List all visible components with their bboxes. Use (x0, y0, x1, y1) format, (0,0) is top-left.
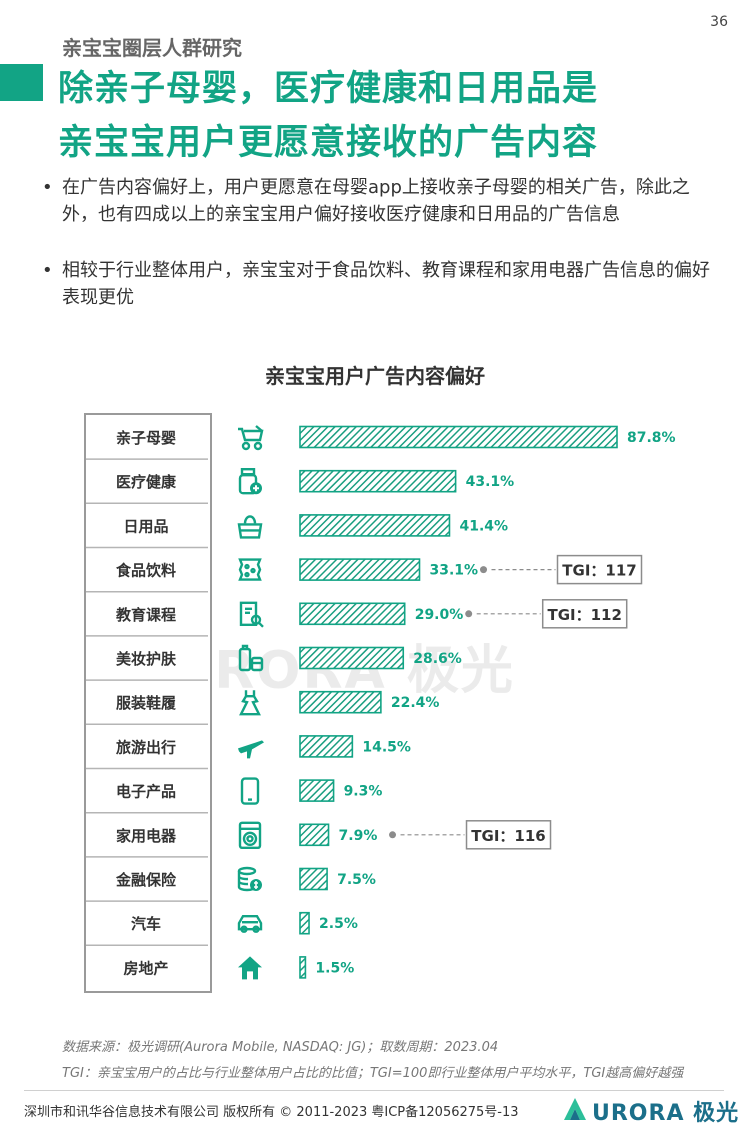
book-icon (239, 601, 264, 628)
category-label: 电子产品 (116, 783, 176, 801)
aurora-logo-mark-icon (564, 1098, 586, 1120)
category-label: 食品饮料 (116, 562, 176, 580)
cosmetics-icon (238, 644, 264, 672)
category-label: 房地产 (123, 959, 168, 977)
tgi-dot (389, 831, 397, 839)
phone-icon (240, 777, 260, 805)
bar-chart: 亲子母婴 87.8% 医疗健康 43.1% 日用品 41.4% 食品饮料 33.1% TGI：1… (86, 425, 676, 980)
category-label: 教育课程 (115, 606, 176, 624)
page-title-line-2: 亲宝宝用户更愿意接收的广告内容 (58, 123, 599, 163)
page-number: 36 (710, 14, 728, 30)
bag-icon (237, 515, 263, 539)
value-label: 43.1% (466, 474, 515, 490)
value-label: 9.3% (344, 784, 383, 800)
bar (299, 735, 354, 758)
chart-title: 亲宝宝用户广告内容偏好 (265, 364, 485, 388)
bar (299, 867, 328, 891)
stroller-icon (238, 425, 264, 451)
tgi-dot (480, 566, 488, 574)
value-label: 41.4% (459, 518, 508, 534)
bar (299, 956, 307, 979)
category-label: 美妆护肤 (116, 650, 177, 668)
value-label: 28.6% (413, 651, 462, 667)
value-label: 14.5% (362, 739, 411, 755)
category-label: 亲子母婴 (116, 429, 176, 447)
tgi-box (465, 820, 552, 850)
value-label: 2.5% (319, 916, 358, 932)
bullet-item: • 相较于行业整体用户，亲宝宝对于食品饮料、教育课程和家用电器广告信息的偏好表现… (42, 257, 712, 311)
bar (299, 425, 618, 449)
car-icon (237, 915, 263, 933)
bar (299, 602, 406, 626)
medicine-icon (238, 467, 262, 495)
footer-divider (24, 1090, 724, 1091)
airplane-icon (238, 740, 264, 759)
bar (299, 514, 451, 537)
tgi-box (541, 599, 628, 629)
tgi-label: TGI：112 (547, 606, 621, 624)
value-label: 1.5% (315, 960, 354, 976)
category-label: 服装鞋履 (116, 694, 177, 712)
page-title-line-1: 除亲子母婴，医疗健康和日用品是 (58, 69, 599, 109)
bar (299, 690, 382, 714)
category-label: 医疗健康 (116, 473, 177, 491)
category-label: 金融保险 (115, 871, 177, 889)
snack-icon (238, 558, 262, 581)
value-label: 33.1% (430, 563, 479, 579)
value-label: 87.8% (627, 430, 676, 446)
title-accent-bar (0, 64, 43, 101)
bar (299, 469, 457, 493)
section-label: 亲宝宝圈层人群研究 (62, 36, 242, 60)
logo-text: URORA 极光 (592, 1101, 740, 1126)
value-label: 7.5% (337, 872, 376, 888)
dress-icon (239, 690, 261, 716)
data-source-note: 数据来源：极光调研(Aurora Mobile, NASDAQ: JG)；取数周… (62, 1040, 499, 1055)
footer-copyright: 深圳市和讯华谷信息技术有限公司 版权所有 © 2011-2023 粤ICP备12… (24, 1105, 519, 1120)
value-label: 7.9% (339, 828, 378, 844)
washing-machine-icon (238, 821, 262, 849)
bar (299, 558, 421, 581)
category-label: 日用品 (123, 517, 168, 535)
tgi-dot (465, 610, 473, 618)
bar (299, 911, 310, 935)
bullet-dot: • (42, 260, 53, 281)
tgi-label: TGI：116 (471, 827, 545, 845)
house-icon (238, 956, 262, 980)
bullet-item: • 在广告内容偏好上，用户更愿意在母婴app上接收亲子母婴的相关广告，除此之外，… (42, 174, 712, 228)
tgi-definition-note: TGI：亲宝宝用户的占比与行业整体用户占比的比值；TGI=100即行业整体用户平… (62, 1066, 684, 1081)
category-label-box (84, 413, 212, 993)
bullet-text: 在广告内容偏好上，用户更愿意在母婴app上接收亲子母婴的相关广告，除此之外，也有… (62, 177, 690, 225)
coins-icon (237, 866, 262, 892)
category-label: 旅游出行 (116, 738, 176, 756)
bar (299, 779, 335, 802)
bar (299, 646, 405, 670)
bullet-text: 相较于行业整体用户，亲宝宝对于食品饮料、教育课程和家用电器广告信息的偏好表现更优 (62, 260, 710, 308)
bar (299, 823, 330, 847)
value-label: 22.4% (391, 695, 440, 711)
tgi-box (556, 554, 643, 585)
value-label: 29.0% (415, 607, 464, 623)
bullet-dot: • (42, 177, 53, 198)
tgi-label: TGI：117 (562, 562, 636, 580)
category-label: 汽车 (131, 915, 161, 933)
category-label: 家用电器 (116, 827, 177, 845)
